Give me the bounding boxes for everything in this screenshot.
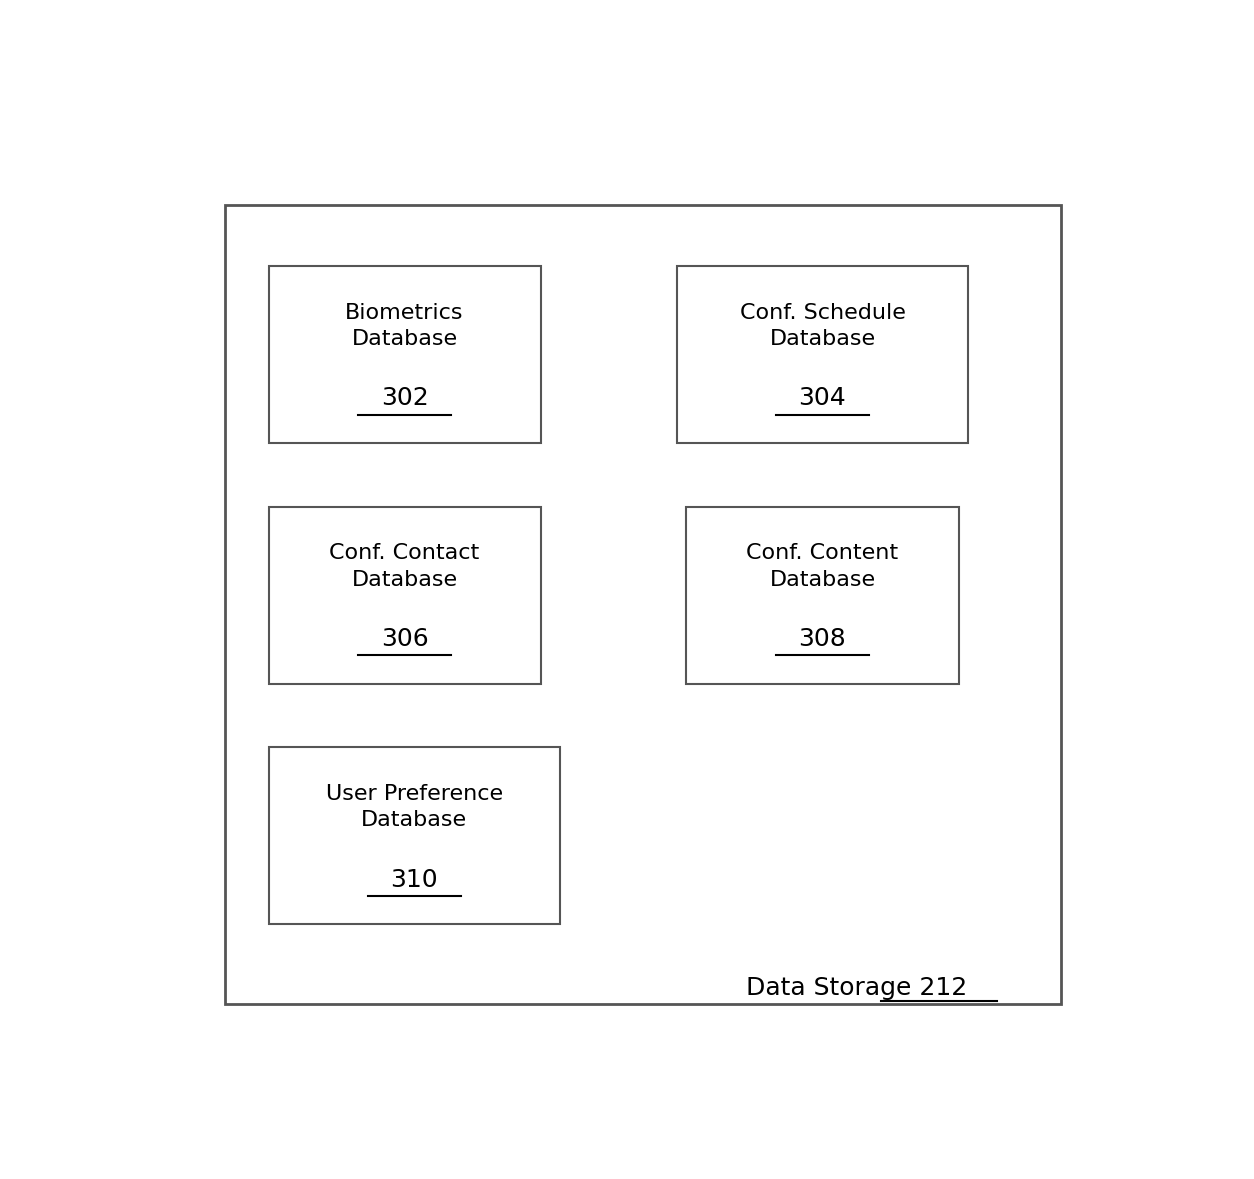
Text: Conf. Schedule
Database: Conf. Schedule Database bbox=[740, 303, 905, 349]
Bar bbox=[686, 507, 958, 684]
Text: 308: 308 bbox=[799, 627, 846, 651]
Text: Conf. Content
Database: Conf. Content Database bbox=[746, 544, 899, 590]
Text: 310: 310 bbox=[390, 868, 438, 891]
Text: 302: 302 bbox=[381, 387, 429, 410]
Text: 304: 304 bbox=[799, 387, 846, 410]
Bar bbox=[224, 205, 1061, 1005]
Bar bbox=[268, 266, 540, 443]
Bar bbox=[268, 747, 561, 924]
Bar bbox=[268, 507, 540, 684]
Bar bbox=[677, 266, 968, 443]
Text: Data Storage 212: Data Storage 212 bbox=[746, 975, 967, 1000]
Text: Conf. Contact
Database: Conf. Contact Database bbox=[330, 544, 480, 590]
Text: Biometrics
Database: Biometrics Database bbox=[345, 303, 464, 349]
Text: 306: 306 bbox=[381, 627, 429, 651]
Text: User Preference
Database: User Preference Database bbox=[326, 784, 503, 830]
